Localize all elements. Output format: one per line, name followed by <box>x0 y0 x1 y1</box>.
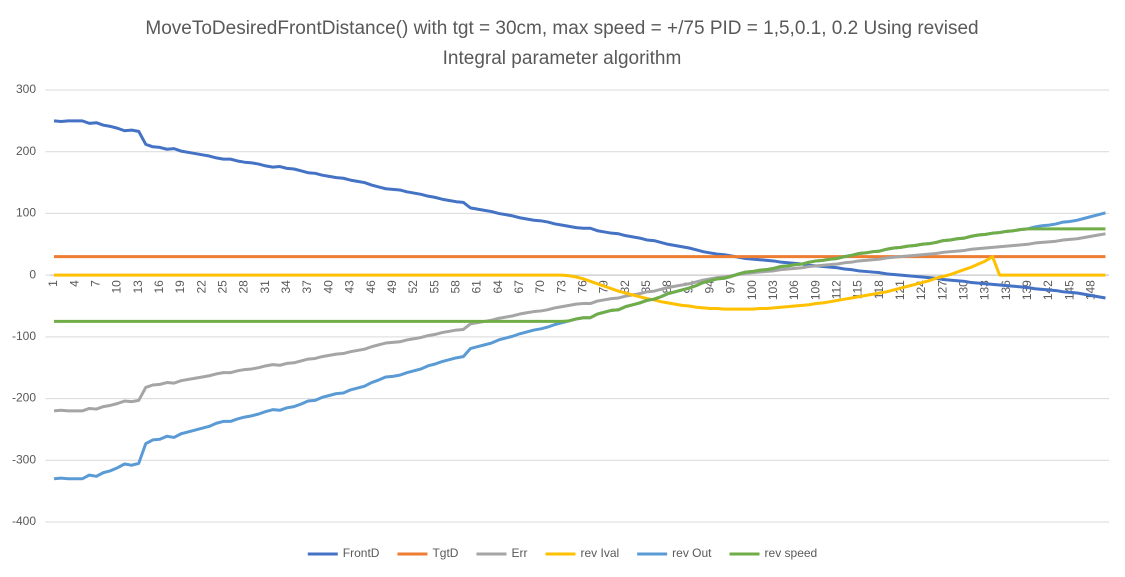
x-tick-label: 73 <box>554 280 568 294</box>
x-tick-label: 61 <box>470 280 484 294</box>
legend: FrontD TgtD Err rev Ival rev Out rev speed <box>307 546 818 560</box>
x-tick-label: 109 <box>808 280 822 300</box>
x-tick-label: 43 <box>343 280 357 294</box>
series-line <box>54 227 1106 323</box>
series-line <box>53 232 1106 413</box>
y-tick-label: -200 <box>12 391 36 405</box>
x-tick-label: 121 <box>893 280 907 300</box>
x-tick-label: 118 <box>872 280 886 299</box>
x-tick-label: 76 <box>575 280 589 294</box>
x-tick-label: 112 <box>829 280 843 299</box>
x-tick-label: 97 <box>724 280 738 294</box>
x-tick-label: 100 <box>745 280 759 300</box>
x-tick-label: 55 <box>427 280 441 294</box>
x-tick-label: 49 <box>385 280 399 294</box>
x-tick-label: 103 <box>766 280 780 300</box>
x-tick-label: 25 <box>216 280 230 294</box>
y-tick-label: -100 <box>12 329 36 343</box>
x-tick-label: 31 <box>258 280 272 294</box>
chart-title: MoveToDesiredFrontDistance() with tgt = … <box>145 18 979 69</box>
series-line <box>53 119 1106 300</box>
x-tick-label: 37 <box>300 280 314 294</box>
x-tick-label: 46 <box>364 280 378 294</box>
x-tick-label: 7 <box>89 280 103 287</box>
y-tick-label: 300 <box>16 82 36 96</box>
legend-label: Err <box>511 546 527 560</box>
x-tick-label: 10 <box>110 280 124 294</box>
x-tick-label: 70 <box>533 280 547 294</box>
x-tick-label: 1 <box>46 280 60 287</box>
legend-label: TgtD <box>432 546 458 560</box>
x-tick-label: 139 <box>1020 280 1034 300</box>
legend-label: rev Out <box>672 546 712 560</box>
legend-label: FrontD <box>343 546 380 560</box>
x-tick-label: 130 <box>957 280 971 300</box>
x-tick-label: 82 <box>618 280 632 294</box>
x-tick-label: 22 <box>194 280 208 294</box>
y-tick-label: -300 <box>12 452 36 466</box>
x-tick-label: 67 <box>512 280 526 294</box>
x-tick-label: 115 <box>851 280 865 299</box>
x-tick-label: 19 <box>173 280 187 294</box>
y-tick-label: 0 <box>29 267 36 281</box>
x-tick-label: 106 <box>787 280 801 300</box>
x-tick-label: 13 <box>131 280 145 294</box>
x-tick-label: 58 <box>448 280 462 294</box>
x-tick-label: 52 <box>406 280 420 294</box>
x-tick-label: 40 <box>321 280 335 294</box>
x-tick-label: 4 <box>67 280 81 287</box>
x-tick-label: 145 <box>1062 280 1076 300</box>
x-tick-label: 127 <box>935 280 949 300</box>
y-tick-label: 100 <box>16 206 36 220</box>
x-tick-label: 34 <box>279 280 293 294</box>
y-tick-label: -400 <box>12 514 36 528</box>
legend-label: rev Ival <box>580 546 619 560</box>
x-tick-label: 28 <box>237 280 251 294</box>
series-line <box>54 255 1106 311</box>
x-tick-label: 64 <box>491 280 505 294</box>
y-tick-label: 200 <box>16 144 36 158</box>
legend-label: rev speed <box>765 546 818 560</box>
x-tick-label: 16 <box>152 280 166 294</box>
x-tick-label: 136 <box>999 280 1013 300</box>
